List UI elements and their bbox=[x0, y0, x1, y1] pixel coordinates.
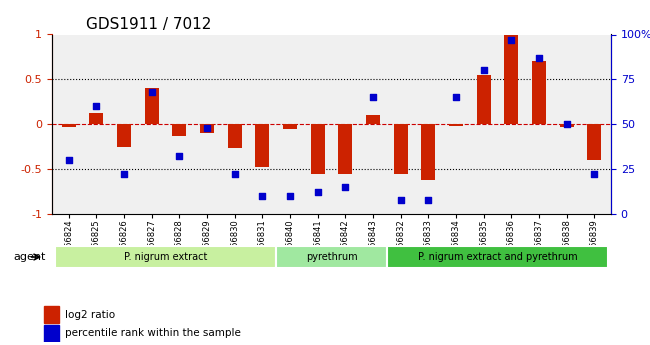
Point bbox=[64, 157, 74, 163]
Bar bbox=[89, 114, 103, 124]
Point bbox=[146, 89, 157, 95]
Point bbox=[589, 172, 599, 177]
Bar bbox=[227, 124, 242, 148]
Point bbox=[534, 55, 544, 61]
Point bbox=[119, 172, 129, 177]
Point bbox=[257, 193, 268, 199]
Point bbox=[478, 68, 489, 73]
Text: percentile rank within the sample: percentile rank within the sample bbox=[64, 328, 240, 338]
Bar bbox=[366, 115, 380, 124]
Text: agent: agent bbox=[13, 252, 46, 262]
Point bbox=[506, 37, 517, 43]
Bar bbox=[44, 325, 59, 342]
Bar bbox=[255, 124, 269, 167]
Bar bbox=[44, 306, 59, 323]
Text: pyrethrum: pyrethrum bbox=[306, 252, 358, 262]
Bar bbox=[200, 124, 214, 133]
Point bbox=[451, 95, 462, 100]
Point bbox=[202, 125, 212, 130]
FancyBboxPatch shape bbox=[55, 246, 276, 268]
Point bbox=[368, 95, 378, 100]
Bar bbox=[504, 34, 518, 124]
Bar bbox=[145, 88, 159, 124]
Bar bbox=[560, 124, 574, 127]
Bar bbox=[588, 124, 601, 160]
Point bbox=[340, 184, 350, 190]
Point bbox=[174, 154, 185, 159]
Bar bbox=[62, 124, 75, 127]
Bar bbox=[311, 124, 324, 174]
Point bbox=[229, 172, 240, 177]
Text: P. nigrum extract: P. nigrum extract bbox=[124, 252, 207, 262]
Bar bbox=[394, 124, 408, 174]
Point bbox=[285, 193, 295, 199]
Text: log2 ratio: log2 ratio bbox=[64, 310, 115, 319]
Bar bbox=[283, 124, 297, 129]
Point bbox=[423, 197, 434, 202]
Bar bbox=[172, 124, 186, 136]
Bar bbox=[449, 124, 463, 126]
Text: P. nigrum extract and pyrethrum: P. nigrum extract and pyrethrum bbox=[418, 252, 577, 262]
Point bbox=[395, 197, 406, 202]
Bar bbox=[477, 75, 491, 124]
Text: GDS1911 / 7012: GDS1911 / 7012 bbox=[86, 17, 211, 32]
FancyBboxPatch shape bbox=[276, 246, 387, 268]
Point bbox=[91, 104, 101, 109]
Bar bbox=[339, 124, 352, 174]
FancyBboxPatch shape bbox=[387, 246, 608, 268]
Point bbox=[313, 190, 323, 195]
Bar bbox=[421, 124, 436, 180]
Bar bbox=[117, 124, 131, 147]
Point bbox=[562, 121, 572, 127]
Bar bbox=[532, 61, 546, 124]
